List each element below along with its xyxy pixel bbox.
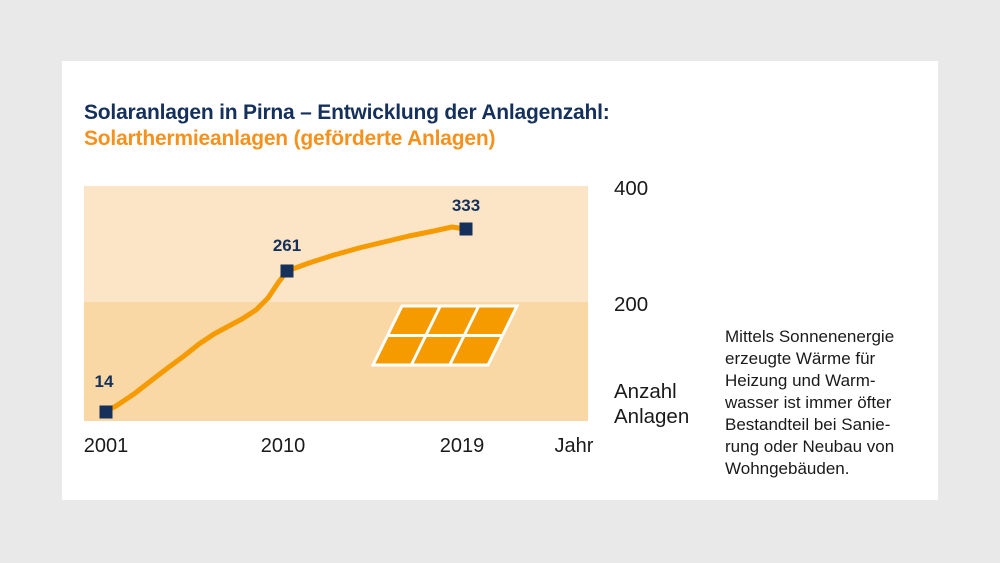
data-label-2019: 333 bbox=[451, 196, 481, 215]
chart-canvas bbox=[84, 186, 588, 421]
y-axis-label-line1: Anzahl bbox=[614, 380, 677, 403]
page-title: Solaranlagen in Pirna – Entwicklung der … bbox=[84, 101, 610, 124]
note-line: Mittels Sonnenenergie bbox=[725, 327, 895, 346]
x-tick-2019: 2019 bbox=[439, 435, 485, 457]
data-point-marker-2001 bbox=[99, 405, 113, 419]
page-subtitle: Solarthermieanlagen (geförderte Anlagen) bbox=[84, 127, 496, 150]
data-point-marker-2019 bbox=[459, 222, 473, 236]
x-tick-2001: 2001 bbox=[83, 435, 129, 457]
chart-band-upper bbox=[84, 186, 588, 302]
y-tick-400: 400 bbox=[614, 177, 649, 200]
x-tick-2010: 2010 bbox=[260, 435, 306, 457]
data-label-2001: 14 bbox=[94, 372, 114, 391]
x-axis-label: Jahr bbox=[554, 435, 594, 457]
solar-panel-icon bbox=[370, 304, 520, 367]
note-line: erzeugte Wärme für bbox=[725, 349, 876, 368]
data-point-marker-2010 bbox=[280, 264, 294, 278]
y-tick-200: 200 bbox=[614, 293, 649, 316]
y-axis-label-line2: Anlagen bbox=[614, 405, 690, 428]
note-text: Mittels Sonnenenergie erzeugte Wärme für… bbox=[725, 326, 935, 480]
trend-line bbox=[101, 224, 469, 415]
header: Solaranlagen in Pirna – Entwicklung der … bbox=[84, 97, 610, 149]
note-line: Heizung und Warm- bbox=[725, 371, 876, 390]
note-line: Wohngebäuden. bbox=[725, 459, 850, 478]
y-axis-label: Anzahl Anlagen bbox=[614, 379, 689, 429]
card: Solaranlagen in Pirna – Entwicklung der … bbox=[62, 61, 938, 500]
data-label-2010: 261 bbox=[272, 236, 302, 255]
chart-area: 14 261 333 bbox=[84, 186, 588, 421]
chart-band-lower bbox=[84, 302, 588, 421]
note-line: rung oder Neubau von bbox=[725, 437, 895, 456]
note-line: wasser ist immer öfter bbox=[725, 393, 892, 412]
note-line: Bestandteil bei Sanie- bbox=[725, 415, 891, 434]
